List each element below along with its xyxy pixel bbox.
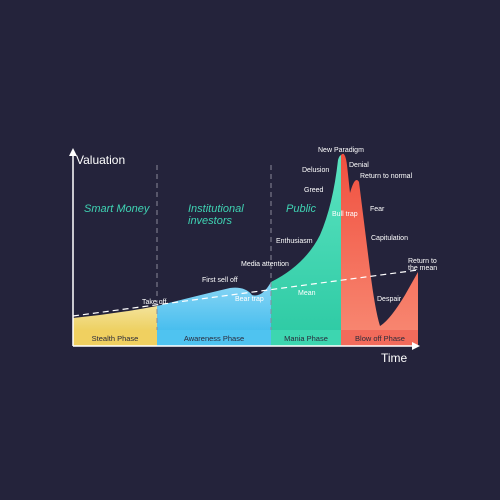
phase-label: Blow off Phase bbox=[355, 334, 405, 343]
annotation: Mean bbox=[298, 290, 316, 297]
phase-bar bbox=[271, 330, 341, 346]
zone-label: investors bbox=[188, 215, 233, 227]
phase-label: Awareness Phase bbox=[184, 334, 244, 343]
phase-bar bbox=[73, 330, 157, 346]
mean-line bbox=[72, 269, 419, 317]
zone-label: Smart Money bbox=[84, 203, 151, 215]
annotation: the mean bbox=[408, 265, 437, 272]
annotation: Media attention bbox=[241, 261, 289, 268]
mania-area bbox=[271, 155, 345, 346]
zone-label: Institutional bbox=[188, 203, 244, 215]
zone-label: Public bbox=[286, 203, 316, 215]
annotation: Denial bbox=[349, 162, 369, 169]
blowoff-area bbox=[341, 153, 418, 346]
annotation: Bear trap bbox=[235, 296, 264, 303]
annotation: Capitulation bbox=[371, 235, 408, 242]
arrow bbox=[69, 148, 77, 156]
annotation: Greed bbox=[304, 187, 324, 194]
annotation: Enthusiasm bbox=[276, 238, 313, 245]
arrow bbox=[412, 342, 420, 350]
annotation: Despair bbox=[377, 296, 402, 303]
annotation: First sell off bbox=[202, 277, 238, 284]
annotation: Take off bbox=[142, 299, 166, 306]
phase-label: Stealth Phase bbox=[92, 334, 139, 343]
annotation: Delusion bbox=[302, 167, 329, 174]
annotation: New Paradigm bbox=[318, 147, 364, 154]
phase-label: Mania Phase bbox=[284, 334, 328, 343]
annotation: Return to normal bbox=[360, 173, 413, 180]
annotation: Bull trap bbox=[332, 211, 358, 218]
annotation: Return to bbox=[408, 258, 437, 265]
x-label: Time bbox=[381, 351, 408, 365]
y-label: Valuation bbox=[76, 153, 125, 167]
annotation: Fear bbox=[370, 206, 385, 213]
phase-bar bbox=[341, 330, 418, 346]
phase-bar bbox=[157, 330, 271, 346]
